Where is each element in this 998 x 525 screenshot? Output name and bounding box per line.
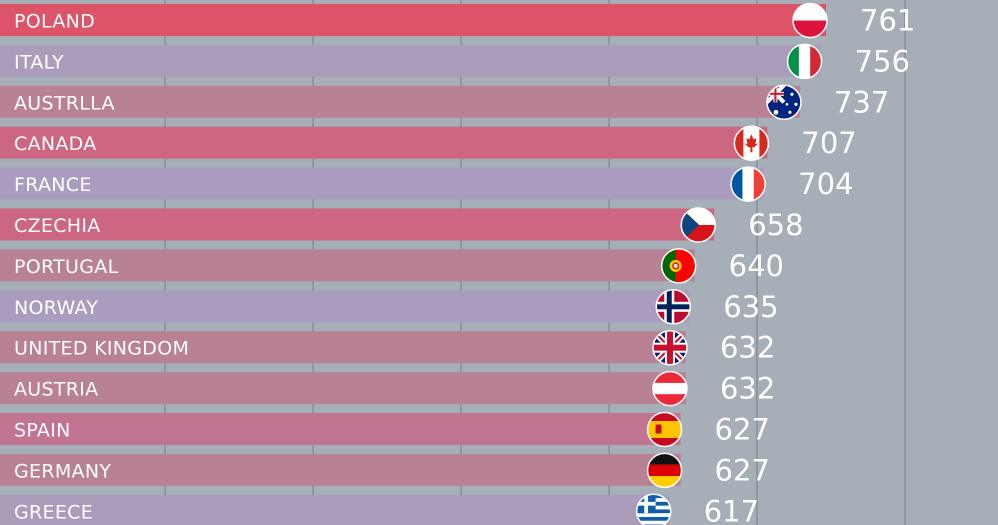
spain-flag-icon: [647, 412, 682, 447]
france-flag-icon: [731, 167, 766, 202]
bar: [0, 4, 826, 36]
bar: [0, 126, 768, 159]
australia-flag-icon: [766, 85, 801, 120]
norway-flag-icon: [656, 289, 691, 324]
bar: [0, 494, 670, 525]
bar-label: POLAND: [14, 11, 95, 33]
bar-label: FRANCE: [14, 174, 92, 196]
bar: [0, 208, 715, 241]
czechia-flag-icon: [681, 208, 716, 242]
bar: [0, 290, 690, 323]
bar-label: CANADA: [14, 133, 97, 155]
bar: [0, 85, 800, 118]
bar: [0, 167, 765, 200]
bar-label: SPAIN: [14, 420, 71, 442]
value-label: 737: [834, 85, 889, 119]
germany-flag-icon: [647, 453, 682, 488]
greece-flag-icon: [636, 494, 671, 525]
value-label: 756: [855, 44, 910, 78]
canada-flag-icon: [734, 126, 769, 161]
bar: [0, 44, 821, 77]
bar: [0, 453, 681, 486]
flag-rim: [730, 166, 766, 202]
bar: [0, 249, 695, 282]
bar-label: GERMANY: [14, 460, 111, 482]
bar-label: UNITED KINGDOM: [14, 338, 189, 360]
flag-rim: [680, 207, 716, 243]
value-label: 617: [704, 494, 759, 525]
flag-rim: [792, 2, 828, 39]
value-label: 627: [715, 413, 770, 447]
flag-rim: [652, 329, 688, 366]
flag-rim: [660, 248, 697, 284]
bar-label: GREECE: [14, 501, 93, 523]
bar-label: AUSTRIA: [14, 379, 98, 401]
bar: [0, 413, 681, 445]
portugal-flag-icon: [661, 248, 696, 283]
bar-label: AUSTRLLA: [14, 92, 115, 114]
bar: [0, 372, 686, 405]
bar-label: ITALY: [14, 51, 64, 73]
bar-label: CZECHIA: [14, 215, 101, 237]
value-label: 632: [720, 331, 775, 365]
united-kingdom-flag-icon: [652, 330, 687, 365]
austria-flag-icon: [652, 371, 687, 406]
bar-label: NORWAY: [14, 297, 98, 319]
bar-label: PORTUGAL: [14, 256, 119, 278]
flag-rim: [733, 125, 770, 161]
italy-flag-icon: [787, 44, 822, 79]
flag-rim: [766, 84, 802, 121]
bar: [0, 331, 686, 364]
value-label: 632: [720, 372, 775, 406]
value-label: 707: [801, 126, 856, 160]
poland-flag-icon: [793, 3, 827, 38]
flag-rim: [655, 289, 691, 325]
value-label: 704: [798, 167, 853, 201]
value-label: 635: [723, 290, 778, 324]
flag-rim: [635, 493, 672, 525]
value-label: 658: [748, 208, 803, 242]
flag-rim: [646, 452, 683, 489]
flag-rim: [646, 411, 683, 448]
value-label: 627: [715, 453, 770, 487]
value-label: 640: [729, 249, 784, 283]
flag-rim: [652, 370, 688, 407]
flag-rim: [786, 43, 823, 80]
value-label: 761: [860, 4, 915, 38]
